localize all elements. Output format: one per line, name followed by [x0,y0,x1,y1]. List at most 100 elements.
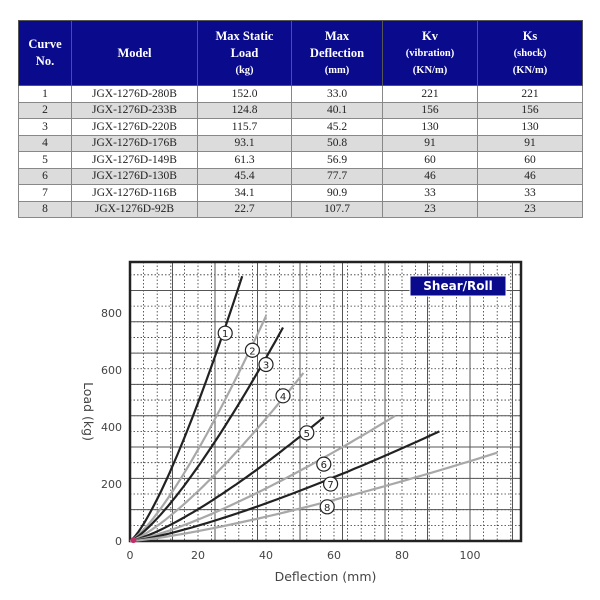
curve-marker-6 [316,456,332,472]
table-cell: 156 [477,101,583,119]
table-row: 6 JGX-1276D-130B 45.4 77.7 46 46 [18,167,583,185]
table-cell: 77.7 [291,167,383,185]
table-cell: 46 [477,167,583,185]
header-line: (KN/m) [512,64,548,76]
table-cell: 221 [477,85,583,103]
table-row: 2 JGX-1276D-233B 124.8 40.1 156 156 [18,101,583,119]
table-cell: 33 [382,184,478,202]
table-cell: 22.7 [197,200,292,218]
table-cell: 115.7 [197,118,292,136]
table-cell: 23 [477,200,583,218]
table-cell: 23 [382,200,478,218]
curve-marker-4 [275,388,291,404]
table-cell: 91 [382,134,478,152]
curve-label: 3 [263,360,269,371]
table-cell: JGX-1276D-176B [71,134,198,152]
table-row: 8 JGX-1276D-92B 22.7 107.7 23 23 [18,200,583,218]
x-tick-label: 60 [327,549,341,562]
series-line-5 [129,416,325,543]
y-tick-label: 0 [115,535,122,548]
column-header: Max Deflection (mm) [291,20,383,86]
y-tick-label: 200 [101,478,122,491]
plot-frame [128,260,523,543]
table-cell: JGX-1276D-116B [71,184,198,202]
column-header: Ks (shock) (KN/m) [477,20,583,86]
curve-marker-8 [319,499,335,515]
table-cell: 3 [18,118,72,136]
curve-marker-5 [299,425,315,441]
table-cell: 45.4 [197,167,292,185]
table-row: 7 JGX-1276D-116B 34.1 90.9 33 33 [18,184,583,202]
table-row: 1 JGX-1276D-280B 152.0 33.0 221 221 [18,85,583,103]
table-cell: 34.1 [197,184,292,202]
curve-label: 6 [321,460,327,471]
table-cell: 130 [382,118,478,136]
table-cell: JGX-1276D-280B [71,85,198,103]
header-line: Ks [522,28,538,43]
x-tick-label: 40 [259,549,273,562]
column-header: Kv (vibration) (KN/m) [382,20,478,86]
curve-marker-3 [258,356,274,373]
table-cell: 8 [18,200,72,218]
curve-marker-1 [217,325,233,341]
table-row: 3 JGX-1276D-220B 115.7 45.2 130 130 [18,118,583,136]
y-tick-label: 600 [101,364,122,377]
header-line: Kv [422,28,438,43]
x-tick-label: 20 [191,549,205,562]
curve-label: 1 [222,329,228,340]
table-cell: JGX-1276D-92B [71,200,198,218]
table-cell: 130 [477,118,583,136]
table-cell: 5 [18,151,72,169]
table-cell: 152.0 [197,85,292,103]
table-cell: 40.1 [291,101,383,119]
table-cell: 61.3 [197,151,292,169]
curve-label: 4 [280,392,286,403]
table-cell: 60 [477,151,583,169]
table-cell: 4 [18,134,72,152]
table-cell: 221 [382,85,478,103]
x-tick-label: 0 [127,549,134,562]
column-header: Max Static Load (kg) [197,20,292,86]
header-line: Load [230,45,259,60]
table-cell: 33 [477,184,583,202]
header-line: Model [117,45,152,60]
x-tick-label: 100 [460,549,481,562]
table-cell: 7 [18,184,72,202]
series-line-2 [129,315,267,542]
table-cell: 56.9 [291,151,383,169]
table-cell: 107.7 [291,200,383,218]
table-cell: 156 [382,101,478,119]
x-axis-label: Deflection (mm) [275,569,377,584]
table-cell: JGX-1276D-233B [71,101,198,119]
y-axis-label: Load (kg) [81,382,96,441]
y-tick-label: 400 [101,421,122,434]
y-tick-label: 800 [101,307,122,320]
header-line: (kg) [235,64,254,76]
header-line: Deflection [309,45,365,60]
column-header: Model [71,20,198,86]
table-cell: JGX-1276D-220B [71,118,198,136]
table-cell: 124.8 [197,101,292,119]
header-line: Curve [28,37,62,51]
header-line: (KN/m) [412,64,448,76]
curve-marker-7 [323,476,339,492]
table-cell: JGX-1276D-130B [71,167,198,185]
table-cell: 90.9 [291,184,383,202]
table-cell: 2 [18,101,72,119]
table-cell: 50.8 [291,134,383,152]
curve-label: 8 [324,503,330,514]
title-box [409,275,507,297]
series-line-3 [129,326,284,542]
table-cell: 93.1 [197,134,292,152]
table-row: 4 JGX-1276D-176B 93.1 50.8 91 91 [18,134,583,152]
curve-marker-2 [244,342,260,358]
series-line-6 [129,414,396,543]
origin-marker [130,537,137,544]
series-line-8 [129,451,498,543]
chart-title: Shear/Roll [423,279,492,293]
table-cell: 91 [477,134,583,152]
header-line: (shock) [513,47,547,59]
spec-table: Curve No. Model Max Static Load (kg) Max Deflec… [18,20,583,218]
curve-label: 2 [249,346,255,357]
x-tick-label: 80 [395,549,409,562]
